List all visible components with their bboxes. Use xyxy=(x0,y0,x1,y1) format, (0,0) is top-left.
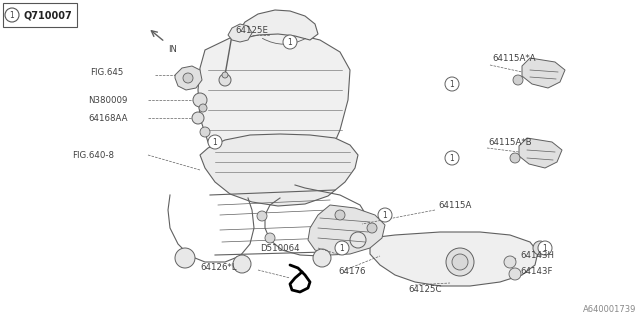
Text: D510064: D510064 xyxy=(260,244,300,252)
Text: FIG.645: FIG.645 xyxy=(90,68,124,76)
Text: 1: 1 xyxy=(10,11,14,20)
Circle shape xyxy=(219,74,231,86)
Polygon shape xyxy=(175,66,202,90)
Text: 1: 1 xyxy=(543,244,547,252)
Text: 64125E: 64125E xyxy=(236,26,269,35)
Text: FIG.640-8: FIG.640-8 xyxy=(72,150,114,159)
Polygon shape xyxy=(522,58,565,88)
Circle shape xyxy=(257,211,267,221)
Circle shape xyxy=(350,232,366,248)
Circle shape xyxy=(175,248,195,268)
Circle shape xyxy=(445,151,459,165)
Text: 1: 1 xyxy=(383,211,387,220)
Circle shape xyxy=(183,73,193,83)
Text: A640001739: A640001739 xyxy=(582,305,636,314)
Circle shape xyxy=(513,75,523,85)
Circle shape xyxy=(222,72,228,78)
Circle shape xyxy=(446,248,474,276)
Circle shape xyxy=(193,93,207,107)
Polygon shape xyxy=(308,205,385,255)
Polygon shape xyxy=(370,232,538,286)
Circle shape xyxy=(265,233,275,243)
Circle shape xyxy=(510,153,520,163)
Text: Q710007: Q710007 xyxy=(24,10,72,20)
Polygon shape xyxy=(200,134,358,206)
Text: 64115A*B: 64115A*B xyxy=(488,138,532,147)
Text: N380009: N380009 xyxy=(88,95,127,105)
Circle shape xyxy=(378,208,392,222)
Text: 64115A*A: 64115A*A xyxy=(492,53,536,62)
Polygon shape xyxy=(519,138,562,168)
Polygon shape xyxy=(228,24,252,42)
Circle shape xyxy=(504,256,516,268)
FancyBboxPatch shape xyxy=(3,3,77,27)
Text: 64143H: 64143H xyxy=(520,252,554,260)
Text: 1: 1 xyxy=(287,37,292,46)
Circle shape xyxy=(335,241,349,255)
Text: 64125C: 64125C xyxy=(408,285,442,294)
Text: 64115A: 64115A xyxy=(438,201,472,210)
Circle shape xyxy=(313,249,331,267)
Text: 64168AA: 64168AA xyxy=(88,114,127,123)
Text: 64176: 64176 xyxy=(338,268,365,276)
Text: 64143F: 64143F xyxy=(520,268,552,276)
Polygon shape xyxy=(238,10,318,40)
Circle shape xyxy=(445,77,459,91)
Circle shape xyxy=(192,112,204,124)
Text: 1: 1 xyxy=(340,244,344,252)
Text: 1: 1 xyxy=(450,154,454,163)
Circle shape xyxy=(452,254,468,270)
Circle shape xyxy=(335,210,345,220)
Circle shape xyxy=(538,241,552,255)
Text: IN: IN xyxy=(168,45,177,54)
Circle shape xyxy=(208,135,222,149)
Circle shape xyxy=(5,8,19,22)
Text: 1: 1 xyxy=(212,138,218,147)
Circle shape xyxy=(509,268,521,280)
Circle shape xyxy=(533,241,547,255)
Circle shape xyxy=(283,35,297,49)
Circle shape xyxy=(367,223,377,233)
Circle shape xyxy=(199,104,207,112)
Text: 64126*L: 64126*L xyxy=(200,263,237,273)
Text: 1: 1 xyxy=(450,79,454,89)
Polygon shape xyxy=(198,32,350,192)
Circle shape xyxy=(200,127,210,137)
Circle shape xyxy=(233,255,251,273)
